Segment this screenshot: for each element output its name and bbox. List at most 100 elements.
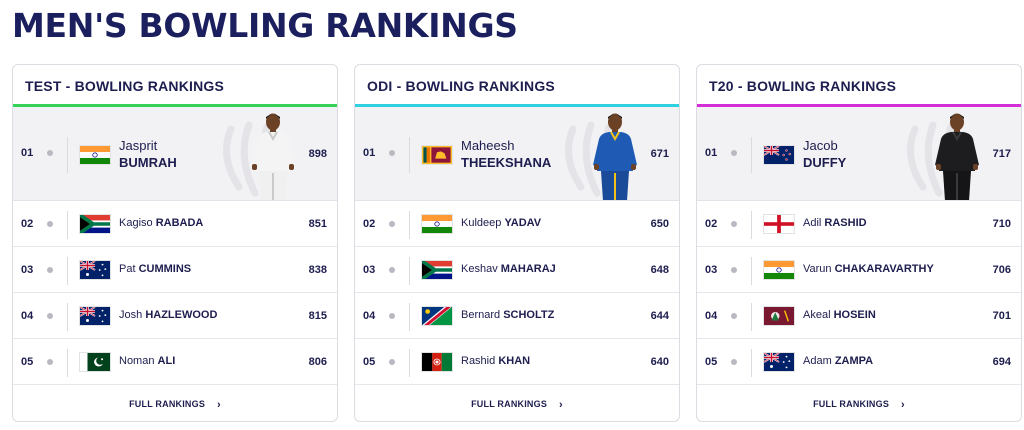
rank: 05: [363, 356, 376, 368]
rank-dot: [731, 313, 737, 319]
ranking-row[interactable]: 02 Kagiso RABADA 851: [13, 201, 337, 247]
player-name[interactable]: Noman ALI: [119, 355, 176, 367]
card-heading: TEST - BOWLING RANKINGS: [13, 65, 337, 107]
rating: 706: [992, 264, 1011, 276]
ranking-row[interactable]: 03 Keshav MAHARAJ 648: [355, 247, 679, 293]
ranking-row[interactable]: 05 Rashid KHAN 640: [355, 339, 679, 385]
odi-rankings-card: ODI - BOWLING RANKINGS 01 Maheesh THEEKSH…: [354, 64, 680, 422]
rank-dot: [731, 150, 737, 156]
divider: [409, 257, 410, 285]
top-ranked-row[interactable]: 01 Jacob DUFFY 717: [697, 107, 1021, 201]
card-heading: ODI - BOWLING RANKINGS: [355, 65, 679, 107]
rank-dot: [47, 313, 53, 319]
player-name[interactable]: Josh HAZLEWOOD: [119, 309, 218, 321]
rating: 671: [650, 148, 669, 160]
divider: [67, 257, 68, 285]
ranking-row[interactable]: 04 Bernard SCHOLTZ 644: [355, 293, 679, 339]
india-flag-icon: [79, 145, 111, 165]
australia-flag-icon: [763, 352, 795, 372]
player-photo: [593, 113, 637, 200]
divider: [409, 349, 410, 377]
rank-dot: [389, 150, 395, 156]
top-ranked-row[interactable]: 01 Jasprit BUMRAH 898: [13, 107, 337, 201]
divider: [409, 137, 410, 173]
chevron-right-icon: ›: [217, 399, 221, 411]
rating: 851: [308, 218, 327, 230]
ranking-row[interactable]: 02 Adil RASHID 710: [697, 201, 1021, 247]
player-name[interactable]: Adil RASHID: [803, 217, 867, 229]
player-name[interactable]: Jasprit BUMRAH: [119, 138, 177, 170]
india-flag-icon: [421, 214, 453, 234]
sri-lanka-flag-icon: [421, 145, 453, 165]
player-name[interactable]: Kagiso RABADA: [119, 217, 204, 229]
player-name[interactable]: Rashid KHAN: [461, 355, 531, 367]
rating: 694: [992, 356, 1011, 368]
ranking-row[interactable]: 05 Noman ALI 806: [13, 339, 337, 385]
ranking-row[interactable]: 05 Adam ZAMPA 694: [697, 339, 1021, 385]
divider: [67, 137, 68, 173]
test-rankings-card: TEST - BOWLING RANKINGS 01 Jasprit BUMRAH…: [12, 64, 338, 422]
south-africa-flag-icon: [421, 260, 453, 280]
namibia-flag-icon: [421, 306, 453, 326]
divider: [751, 257, 752, 285]
rank: 04: [363, 310, 376, 322]
rank-dot: [389, 267, 395, 273]
afghanistan-flag-icon: [421, 352, 453, 372]
rating: 648: [650, 264, 669, 276]
rating: 838: [308, 264, 327, 276]
rank: 04: [21, 310, 34, 322]
player-name[interactable]: Pat CUMMINS: [119, 263, 192, 275]
ranking-row[interactable]: 02 Kuldeep YADAV 650: [355, 201, 679, 247]
rating: 806: [308, 356, 327, 368]
player-name[interactable]: Akeal HOSEIN: [803, 309, 876, 321]
south-africa-flag-icon: [79, 214, 111, 234]
full-rankings-link[interactable]: FULL RANKINGS ›: [129, 399, 221, 411]
player-name[interactable]: Varun CHAKARAVARTHY: [803, 263, 934, 275]
rank: 05: [705, 356, 718, 368]
ranking-row[interactable]: 03 Pat CUMMINS 838: [13, 247, 337, 293]
player-photo: [935, 113, 979, 200]
divider: [409, 211, 410, 239]
player-name[interactable]: Adam ZAMPA: [803, 355, 874, 367]
divider: [67, 211, 68, 239]
divider: [67, 303, 68, 331]
rank: 05: [21, 356, 34, 368]
divider: [409, 303, 410, 331]
rank-dot: [47, 221, 53, 227]
player-name[interactable]: Keshav MAHARAJ: [461, 263, 556, 275]
rating: 644: [650, 310, 669, 322]
rating: 650: [650, 218, 669, 230]
rating: 701: [992, 310, 1011, 322]
rank: 02: [21, 218, 34, 230]
australia-flag-icon: [79, 306, 111, 326]
rank-dot: [47, 267, 53, 273]
chevron-right-icon: ›: [901, 399, 905, 411]
rank: 01: [705, 147, 718, 159]
ranking-row[interactable]: 04 Josh HAZLEWOOD 815: [13, 293, 337, 339]
full-rankings-link[interactable]: FULL RANKINGS ›: [471, 399, 563, 411]
player-photo: [251, 113, 295, 200]
full-rankings-link[interactable]: FULL RANKINGS ›: [813, 399, 905, 411]
rank: 01: [21, 147, 34, 159]
rank-dot: [731, 221, 737, 227]
rank: 02: [705, 218, 718, 230]
rank: 04: [705, 310, 718, 322]
player-name[interactable]: Jacob DUFFY: [803, 138, 847, 170]
player-name[interactable]: Maheesh THEEKSHANA: [461, 138, 552, 170]
top-ranked-row[interactable]: 01 Maheesh THEEKSHANA 671: [355, 107, 679, 201]
card-heading: T20 - BOWLING RANKINGS: [697, 65, 1021, 107]
t20-rankings-card: T20 - BOWLING RANKINGS 01 Jacob DUFFY 717…: [696, 64, 1022, 422]
ranking-row[interactable]: 04 Akeal HOSEIN 701: [697, 293, 1021, 339]
divider: [751, 303, 752, 331]
rank-dot: [47, 150, 53, 156]
rank-dot: [389, 359, 395, 365]
australia-flag-icon: [79, 260, 111, 280]
divider: [751, 137, 752, 173]
divider: [67, 349, 68, 377]
rank: 03: [705, 264, 718, 276]
player-name[interactable]: Bernard SCHOLTZ: [461, 309, 555, 321]
rank: 03: [21, 264, 34, 276]
rank: 01: [363, 147, 376, 159]
player-name[interactable]: Kuldeep YADAV: [461, 217, 542, 229]
ranking-row[interactable]: 03 Varun CHAKARAVARTHY 706: [697, 247, 1021, 293]
